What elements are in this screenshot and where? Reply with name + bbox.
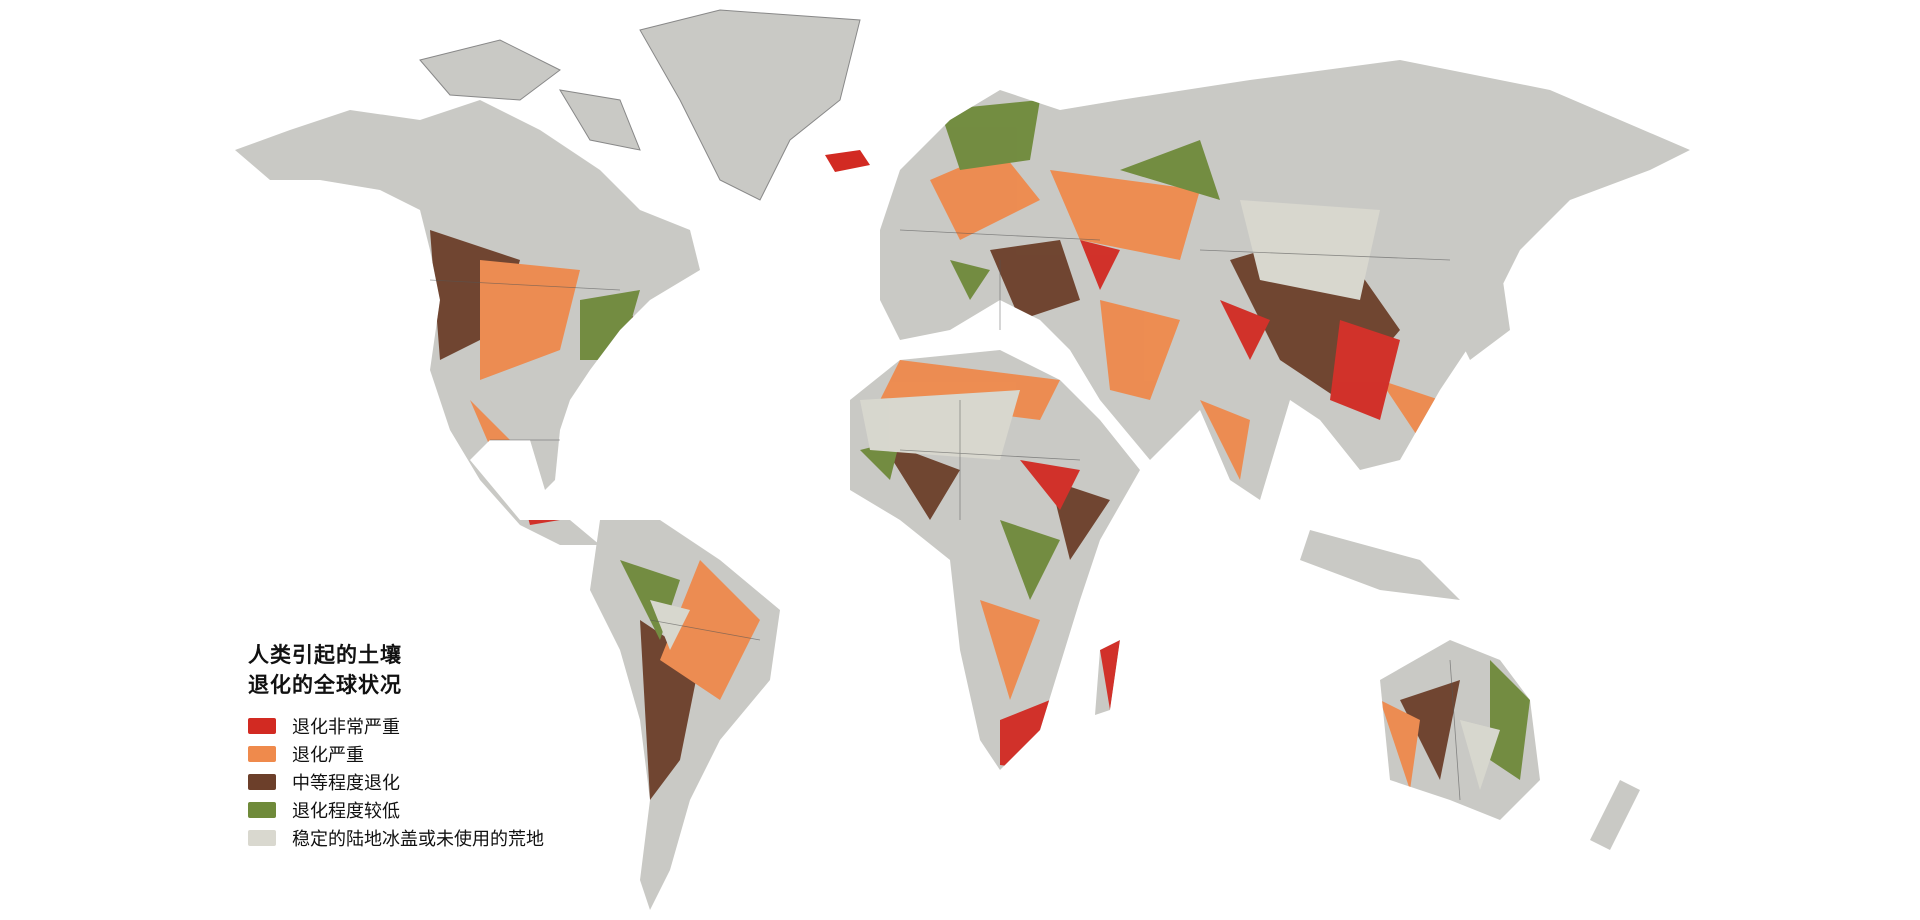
- legend-label: 退化非常严重: [292, 717, 400, 738]
- arctic-islands: [419, 39, 641, 151]
- legend-swatch: [248, 774, 276, 790]
- map-legend: 人类引起的土壤 退化的全球状况 退化非常严重 退化严重 中等程度退化 退化程度较…: [248, 640, 544, 852]
- legend-item-moderate: 中等程度退化: [248, 768, 544, 796]
- legend-item-severe: 退化严重: [248, 740, 544, 768]
- region-severe: [470, 150, 1440, 790]
- legend-label: 中等程度退化: [292, 773, 400, 794]
- legend-item-very-severe: 退化非常严重: [248, 712, 544, 740]
- legend-title-line1: 人类引起的土壤: [248, 643, 402, 667]
- country-borders: [429, 229, 1461, 801]
- legend-label: 退化程度较低: [292, 801, 400, 822]
- legend-item-stable: 稳定的陆地冰盖或未使用的荒地: [248, 824, 544, 852]
- legend-title-line2: 退化的全球状况: [248, 673, 402, 697]
- legend-swatch: [248, 830, 276, 846]
- legend-swatch: [248, 746, 276, 762]
- degradation-regions: [430, 100, 1530, 800]
- greenland: [639, 9, 861, 201]
- legend-swatch: [248, 802, 276, 818]
- iceland: [825, 150, 870, 172]
- legend-swatch: [248, 718, 276, 734]
- legend-label: 退化严重: [292, 745, 364, 766]
- legend-item-low: 退化程度较低: [248, 796, 544, 824]
- legend-label: 稳定的陆地冰盖或未使用的荒地: [292, 829, 544, 850]
- border-line: [429, 229, 1461, 801]
